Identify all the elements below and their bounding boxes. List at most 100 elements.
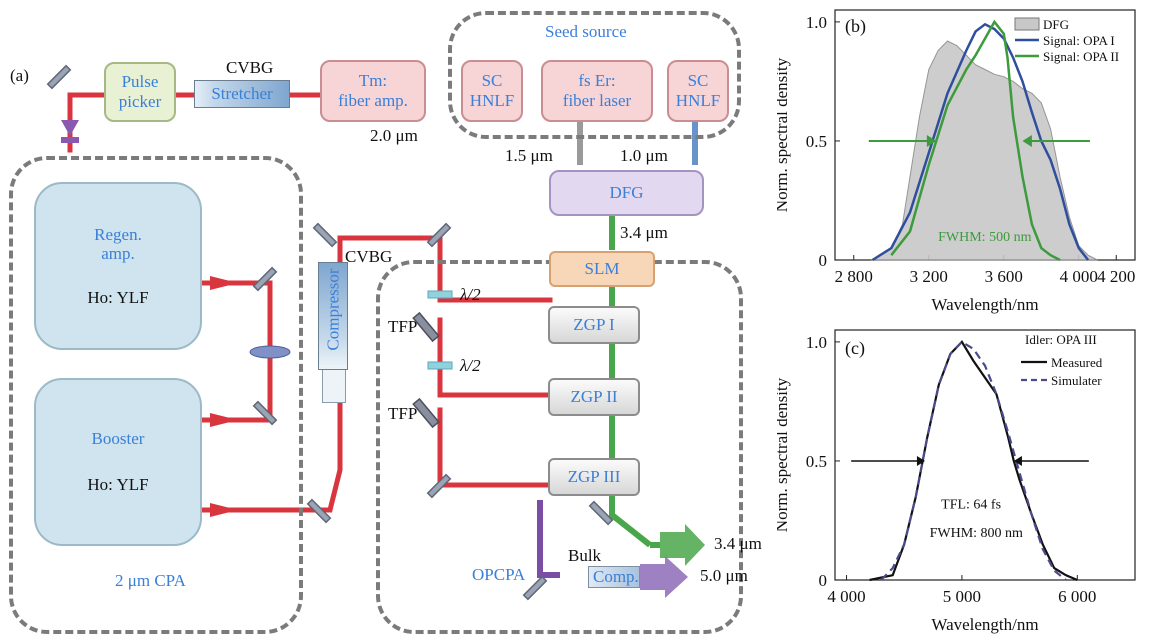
cvbg-top-label: CVBG: [226, 58, 274, 77]
slm-box: SLM: [549, 251, 655, 287]
series-0-area: [870, 40, 1098, 261]
x-tick-label: 5 000: [943, 587, 981, 606]
comp-label: Comp.: [593, 567, 639, 586]
zgp3-label: ZGP III: [567, 467, 621, 487]
zgp2-label: ZGP II: [570, 387, 618, 407]
series-2-line: [890, 19, 1061, 262]
legend-title: Idler: OPA III: [1025, 332, 1097, 347]
panel-a-label: (a): [10, 66, 29, 85]
stretcher-label: Stretcher: [211, 84, 273, 103]
y-tick-label: 0.5: [806, 132, 827, 151]
half-wave-plates: [427, 290, 453, 370]
sc-hnlf-left-box: SC HNLF: [461, 60, 523, 122]
tfp-label-2: TFP: [388, 404, 418, 423]
fs-er-laser-label: fs Er: fiber laser: [562, 71, 632, 110]
fwhm-arrowhead-left: [916, 455, 925, 466]
chart-b: 2 800 3 200 3 600 4 000 4 200 0 0.5 1.0 Waveleng…: [777, 9, 1136, 314]
y-tick-label: 1.0: [806, 13, 827, 32]
x-tick-label: 2 800: [835, 267, 873, 286]
cvbg-mid-label: CVBG: [345, 247, 393, 266]
green-output-arrow: [660, 524, 705, 566]
sc-hnlf-right-box: SC HNLF: [667, 60, 729, 122]
opcpa-label: OPCPA: [472, 565, 526, 584]
thin-film-polarizers: [412, 311, 440, 429]
isolator-icon: [61, 120, 79, 143]
half-wave-label-1: λ/2: [460, 285, 481, 304]
panel-b-label: (b): [845, 16, 866, 37]
booster-title: Booster: [91, 429, 145, 449]
green-beam-path: [609, 215, 660, 548]
bulk-label: Bulk: [568, 546, 602, 565]
booster-box: Booster Ho: YLF: [34, 378, 202, 546]
x-tick-label: 4 000: [827, 587, 865, 606]
out-34um-label: 3.4 μm: [714, 534, 762, 553]
fwhm-annotation: FWHM: 500 nm: [938, 230, 1031, 245]
y-axis-label: Norm. spectral density: [777, 377, 791, 532]
lens: [249, 345, 291, 359]
x-tick-label: 6 000: [1058, 587, 1096, 606]
y-tick-label: 0.5: [806, 452, 827, 471]
wl-10um-label: 1.0 μm: [620, 146, 668, 165]
sc-hnlf-right-label: SC HNLF: [675, 71, 721, 110]
wl-2um-label: 2.0 μm: [370, 126, 418, 145]
booster-crystal-label: Ho: YLF: [87, 475, 149, 494]
pulse-picker-label: Pulse picker: [118, 72, 162, 111]
mirrors: [46, 64, 614, 601]
plot-frame: [834, 329, 1136, 581]
legend-label-measured: Measured: [1051, 355, 1103, 370]
purple-output-arrow: [640, 556, 688, 598]
tm-fiber-amp-box: Tm: fiber amp.: [320, 60, 426, 122]
dfg-label: DFG: [609, 183, 644, 203]
legend-label-sim: Simulater: [1051, 373, 1102, 388]
fs-er-laser-box: fs Er: fiber laser: [541, 60, 653, 122]
zgp2-box: ZGP II: [548, 378, 640, 416]
x-tick-label: 4 200: [1097, 267, 1135, 286]
legend-label-opa2: Signal: OPA II: [1043, 49, 1119, 64]
x-tick-label: 3 600: [985, 267, 1023, 286]
regen-amp-title: Regen. amp.: [94, 224, 142, 264]
pulse-picker-box: Pulse picker: [104, 62, 176, 122]
series-1-line: [880, 340, 1067, 581]
red-direction-arrows: [210, 276, 238, 517]
legend-label-dfg: DFG: [1043, 17, 1069, 32]
y-axis-label: Norm. spectral density: [777, 57, 791, 212]
fwhm-annotation: FWHM: 800 nm: [930, 526, 1023, 541]
out-50um-label: 5.0 μm: [700, 566, 748, 585]
tfp-label-1: TFP: [388, 317, 418, 336]
x-axis-label: Wavelength/nm: [931, 615, 1038, 634]
panel-c-label: (c): [845, 338, 865, 359]
fwhm-arrowhead-right: [1022, 134, 1032, 147]
x-axis-label: Wavelength/nm: [931, 295, 1038, 314]
regen-crystal-label: Ho: YLF: [87, 287, 149, 307]
slm-label: SLM: [584, 259, 620, 279]
cpa-label: 2 μm CPA: [115, 571, 186, 590]
sc-hnlf-left-label: SC HNLF: [469, 71, 515, 110]
seed-source-label: Seed source: [545, 22, 627, 41]
wl-15um-label: 1.5 μm: [505, 146, 553, 165]
cpa-group: [9, 156, 303, 634]
compressor-cap: [322, 370, 346, 403]
compressor-cvbg: [318, 262, 348, 370]
x-tick-label: 4 000: [1060, 267, 1098, 286]
half-wave-label-2: λ/2: [460, 356, 481, 375]
bulk-compressor: [588, 566, 640, 588]
compressor-label: Compressor: [323, 268, 343, 351]
regen-amp-box: Regen. amp. Ho: YLF: [34, 182, 202, 350]
fwhm-arrowhead-left: [926, 134, 937, 147]
wl-34um-dfg-label: 3.4 μm: [620, 223, 668, 242]
purple-beam-path: [537, 500, 560, 578]
stretcher-cvbg: Stretcher: [194, 80, 290, 108]
chart-c: 4 000 5 000 6 000 0 0.5 1.0 Wavelength/nm Norm.…: [777, 329, 1136, 634]
y-tick-label: 0: [819, 571, 828, 590]
y-tick-label: 0: [819, 251, 828, 270]
x-tick-label: 3 200: [910, 267, 948, 286]
legend-label-opa1: Signal: OPA I: [1043, 33, 1115, 48]
zgp1-box: ZGP I: [548, 306, 640, 344]
fwhm-arrowhead-right: [1013, 455, 1022, 466]
dfg-box: DFG: [549, 170, 704, 216]
tfl-annotation: TFL: 64 fs: [941, 498, 1001, 513]
y-tick-label: 1.0: [806, 333, 827, 352]
tm-fiber-amp-label: Tm: fiber amp.: [338, 71, 408, 110]
zgp3-box: ZGP III: [548, 458, 640, 496]
